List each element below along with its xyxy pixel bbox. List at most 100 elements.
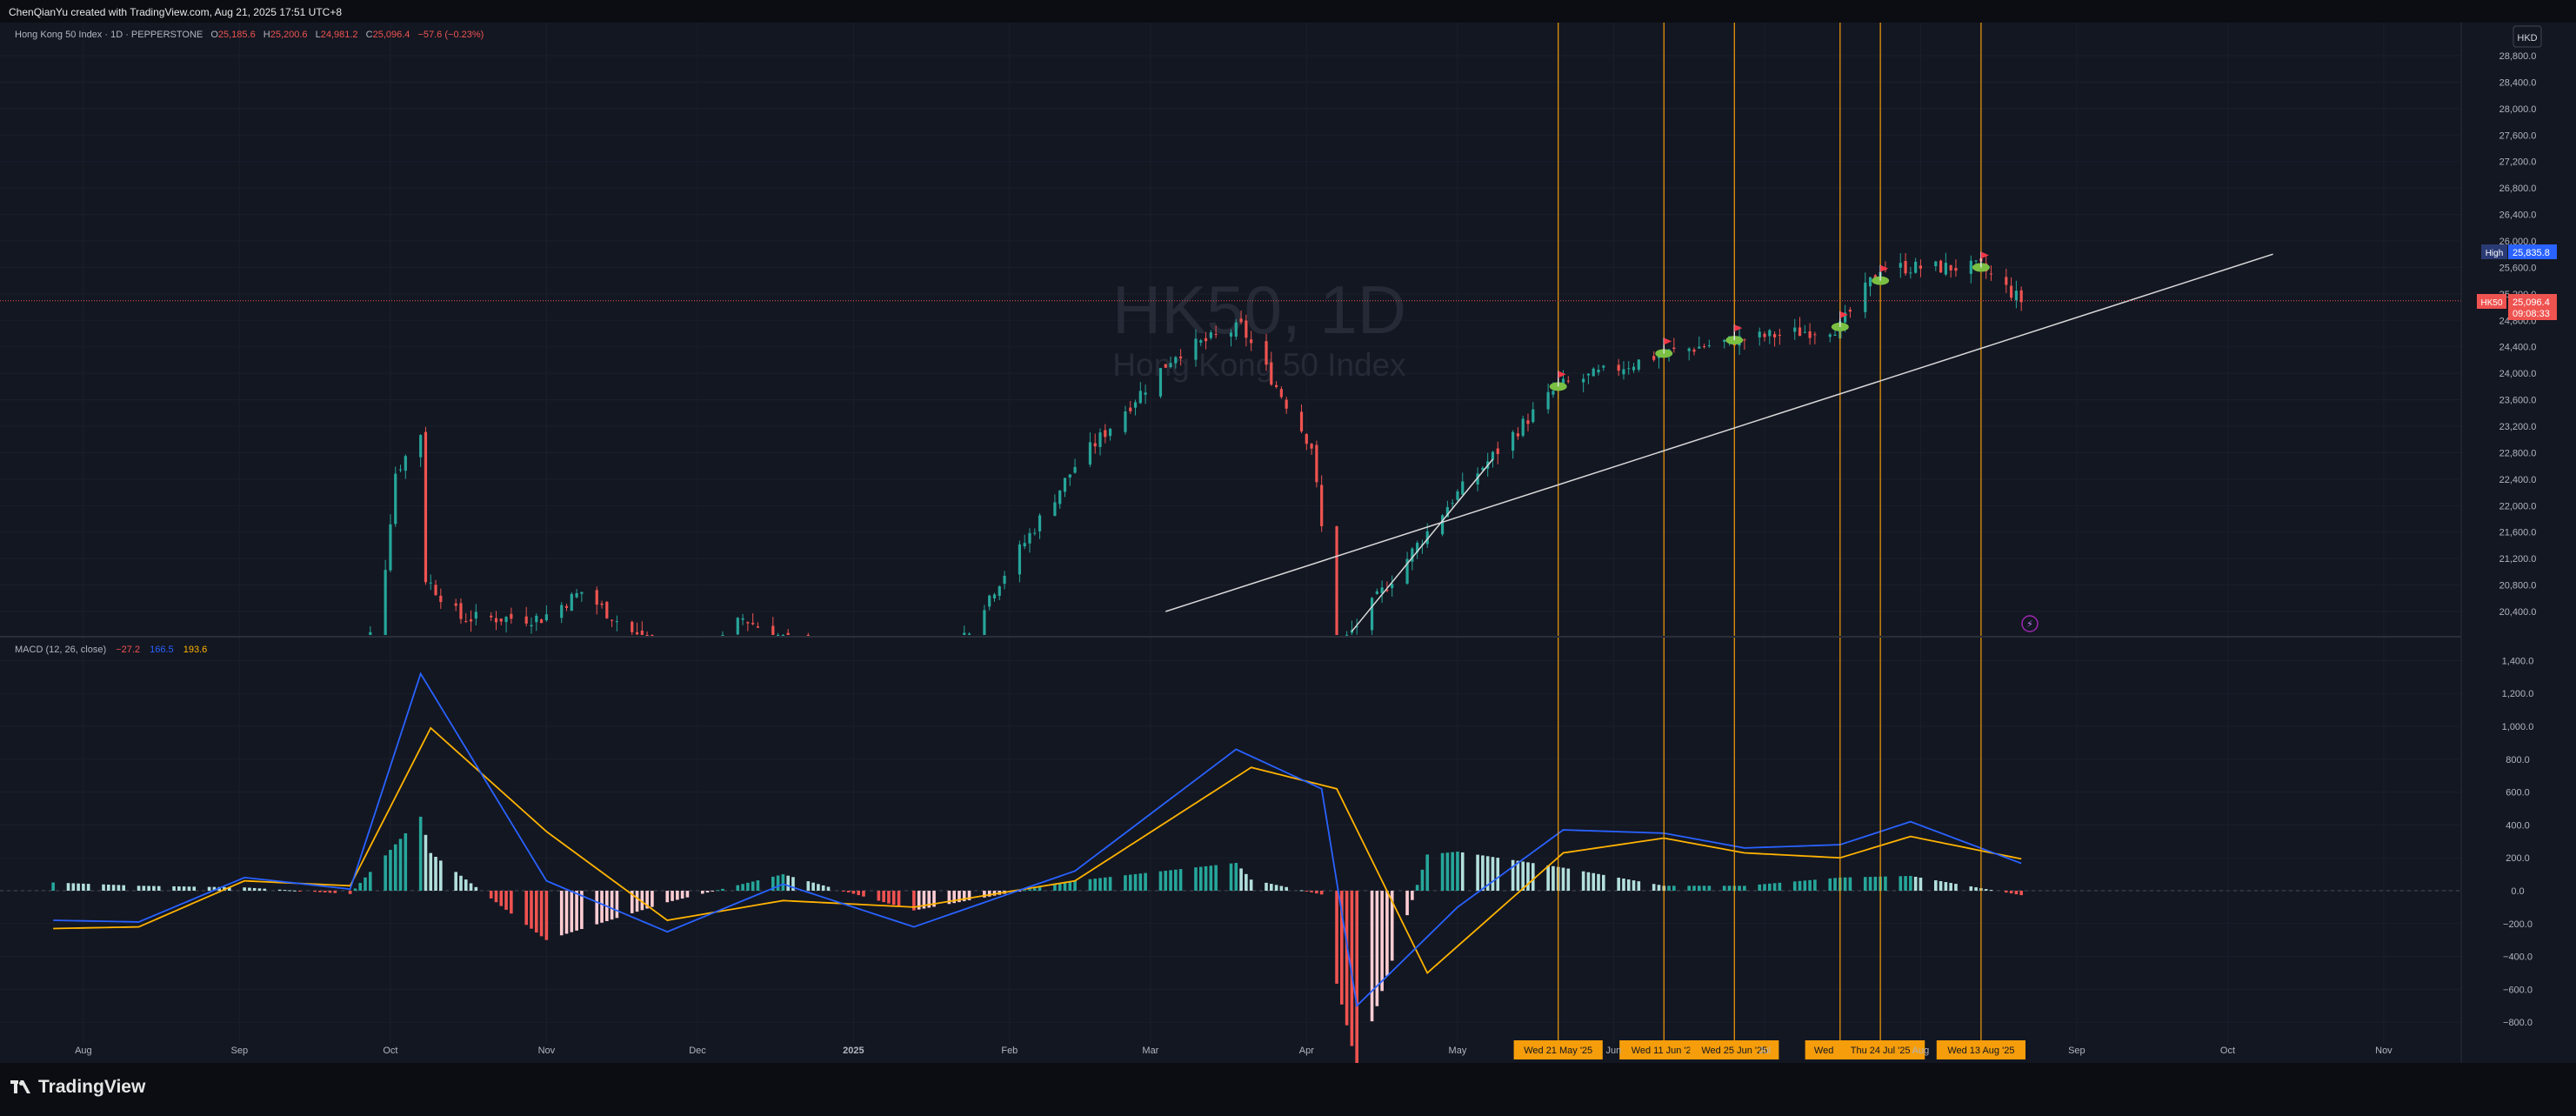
candle [369,625,372,635]
candle [1063,478,1067,498]
macd-histogram-bar [1370,891,1374,1022]
macd-histogram-bar [1445,852,1450,891]
macd-histogram-bar [952,891,956,904]
candle [575,588,578,599]
candle [1239,311,1243,324]
macd-histogram-bar [182,886,186,891]
candle [1516,427,1520,440]
candle [1209,330,1212,340]
macd-histogram-bar [891,891,896,905]
price-tick-label: 22,800.0 [2499,448,2537,458]
macd-histogram-bar [297,891,302,892]
candle [781,633,784,636]
candle [1194,329,1198,367]
candle [1204,331,1208,350]
candle [1098,428,1102,456]
macd-histogram-bar [1385,891,1389,976]
flag-marker-icon[interactable] [1549,371,1567,391]
macd-histogram-bar [389,850,392,891]
macd-histogram-bar [1345,891,1349,1026]
candle [1692,347,1696,356]
legend-high: 25,200.6 [270,30,308,40]
macd-histogram-bar [1204,865,1208,891]
candle [1245,314,1248,347]
trendline-short[interactable] [1351,458,1494,632]
candle [398,464,403,472]
candle [967,632,971,635]
macd-histogram-bar [494,891,498,903]
macd-histogram-bar [1299,890,1304,892]
price-pane[interactable] [369,252,2023,636]
candle [459,598,463,624]
macd-histogram-bar [564,891,569,934]
price-tick-label: 26,800.0 [2499,184,2537,194]
candle [776,632,780,636]
candle [1214,325,1218,338]
macd-tick-label: −800.0 [2503,1018,2533,1028]
macd-histogram-bar [424,834,428,891]
macd-histogram-bar [1460,852,1465,891]
price-tick-label: 23,600.0 [2499,396,2537,406]
macd-histogram-bar [459,875,463,891]
high-badge-bg [2508,244,2557,259]
candle [786,629,790,635]
flag-marker-icon[interactable] [1725,324,1744,345]
price-tick-label: 26,400.0 [2499,211,2537,221]
macd-histogram-bar [651,891,654,907]
flag-marker-icon[interactable] [1872,264,1890,285]
trendline[interactable] [1165,253,2273,612]
macd-histogram-bar [66,883,70,891]
macd-histogram-bar [821,885,825,891]
macd-histogram-bar [1274,885,1278,891]
price-tick-label: 21,200.0 [2499,554,2537,565]
macd-histogram-bar [1169,870,1172,891]
candle [1532,402,1535,424]
macd-histogram-bar [958,891,961,903]
candle [1597,364,1600,376]
tradingview-logo[interactable]: TradingView [10,1077,145,1098]
macd-histogram-bar [1340,891,1344,1005]
macd-histogram-bar [635,891,639,912]
macd-histogram-bar [771,876,775,891]
price-tick-label: 28,000.0 [2499,104,2537,115]
macd-histogram-bar [1485,856,1490,891]
candle [419,434,423,467]
macd-histogram-bar [1405,891,1409,916]
currency-box[interactable] [2513,25,2542,48]
macd-histogram-bar [575,891,578,931]
time-tick-label: Nov [538,1046,556,1056]
macd-histogram-bar [1350,891,1354,1046]
legend-open-label: O [210,30,218,40]
macd-histogram-bar [1476,854,1479,891]
candle [741,613,744,625]
macd-histogram-bar [1884,876,1887,891]
candle [1617,358,1620,377]
legend-open: 25,185.6 [218,30,256,40]
macd-histogram-bar [776,875,780,891]
tradingview-brand: TradingView [38,1077,146,1097]
macd-histogram-bar [1904,876,1907,891]
time-tick-label: Nov [2375,1046,2392,1056]
macd-histogram-bar [806,881,811,891]
macd-histogram-bar [1561,867,1565,891]
macd-histogram-bar [1622,879,1625,891]
candle [1723,338,1726,349]
candle [1707,339,1711,348]
bolt-icon-ring[interactable] [2021,615,2039,632]
flag-marker-icon[interactable] [1655,337,1673,358]
candle [983,605,986,635]
candle [1174,356,1178,369]
macd-histogram-bar [1954,884,1958,891]
candle [389,514,392,572]
flag-marker-icon[interactable] [1972,251,1990,272]
macd-histogram-bar [1104,877,1107,891]
price-tick-label: 28,800.0 [2499,51,2537,62]
macd-histogram-bar [645,891,649,909]
time-tick-label: Aug [75,1046,92,1056]
candle [1108,427,1112,441]
bolt-icon[interactable]: ⚡ [2026,618,2033,630]
flag-marker-icon[interactable] [1831,311,1849,331]
time-tick-label: Oct [2220,1046,2235,1056]
candle [1345,631,1349,636]
